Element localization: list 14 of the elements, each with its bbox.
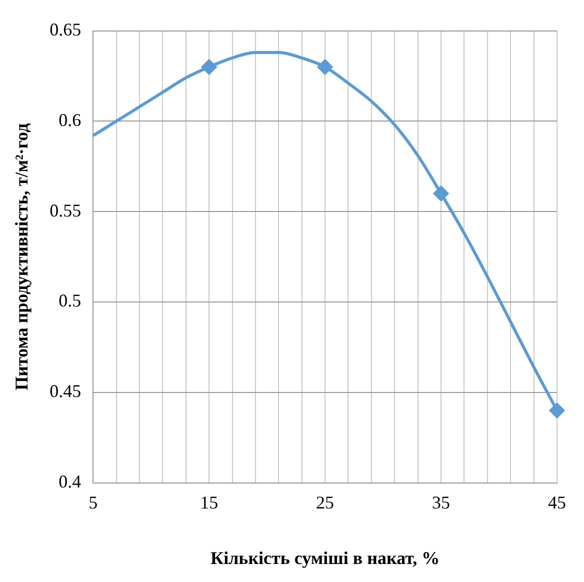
x-tick-label: 45	[548, 492, 566, 512]
y-axis-title: Питома продуктивність, т/м²·год	[11, 123, 32, 390]
x-axis-title: Кількість суміші в накат, %	[210, 548, 440, 568]
y-tick-label: 0.55	[50, 200, 82, 220]
y-tick-label: 0.6	[58, 110, 82, 130]
point	[550, 402, 564, 418]
y-tick-label: 0.4	[58, 472, 82, 492]
y-tick-label: 0.5	[58, 290, 82, 311]
x-tick-label: 15	[200, 492, 218, 512]
y-tick-label: 0.45	[50, 381, 82, 402]
x-tick-label: 35	[432, 492, 450, 512]
x-tick-label: 5	[88, 492, 98, 512]
y-tick-label: 0.65	[50, 20, 82, 40]
x-tick-label: 25	[316, 492, 334, 512]
